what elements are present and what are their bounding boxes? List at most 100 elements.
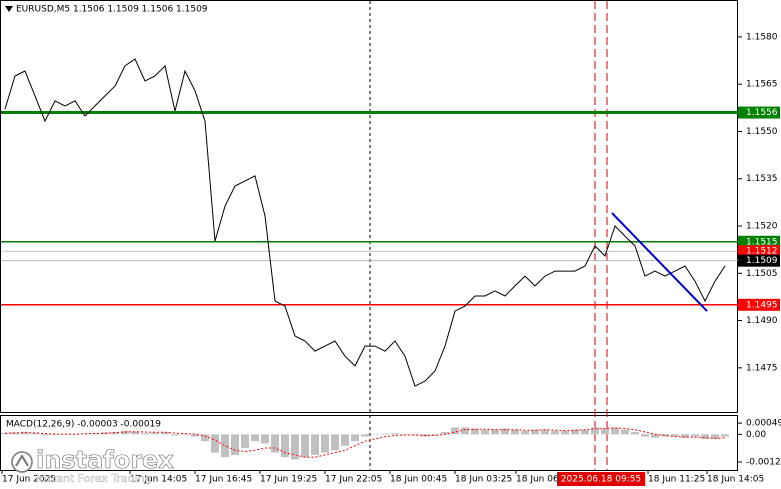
x-tick-label: 17 Jun 22:05 <box>325 475 382 485</box>
level-label-box <box>738 235 780 248</box>
macd-bar <box>551 430 559 435</box>
macd-bar <box>321 434 329 453</box>
y-tick-label: 1.1580 <box>746 32 778 42</box>
level-label-box <box>738 254 780 267</box>
macd-bar <box>241 434 249 449</box>
macd-bar <box>51 434 59 435</box>
macd-bar <box>431 434 439 436</box>
macd-bar <box>481 429 489 435</box>
macd-panel <box>0 415 738 471</box>
logo-icon <box>15 454 29 467</box>
price-panel <box>0 0 738 413</box>
logo-name: instaforex <box>36 446 174 474</box>
macd-bar <box>651 434 659 438</box>
macd-tick-label: 0.00049 <box>746 419 781 429</box>
macd-bar <box>661 434 669 437</box>
macd-bar <box>391 433 399 435</box>
macd-bar <box>171 434 179 436</box>
macd-bar <box>581 429 589 435</box>
macd-bar <box>261 434 269 444</box>
symbol-arrow <box>5 6 13 12</box>
level-label: 1.1509 <box>746 256 778 266</box>
macd-bar <box>31 433 39 435</box>
macd-bar <box>131 431 139 435</box>
macd-bar <box>541 429 549 435</box>
x-tick-label: 18 Jun 03:25 <box>455 475 512 485</box>
macd-bar <box>291 434 299 460</box>
macd-bar <box>601 428 609 435</box>
macd-bar <box>711 434 719 439</box>
cursor-label-box <box>557 472 645 486</box>
macd-bar <box>411 434 419 436</box>
macd-bar <box>311 434 319 455</box>
macd-bar <box>361 434 369 437</box>
x-tick-label: 18 Jun 00:45 <box>390 475 447 485</box>
macd-bar <box>151 432 159 435</box>
price-line <box>4 58 726 387</box>
macd-bar <box>531 429 539 435</box>
macd-bar <box>271 434 279 453</box>
x-tick-label: 17 Jun 16:45 <box>195 475 252 485</box>
macd-bar <box>641 434 649 437</box>
macd-bar <box>571 429 579 435</box>
macd-tick-label: 0.00 <box>746 430 766 440</box>
macd-bar <box>611 427 619 435</box>
macd-bar <box>471 428 479 435</box>
y-tick-label: 1.1505 <box>746 269 778 279</box>
macd-bar <box>631 432 639 435</box>
macd-bar <box>111 432 119 435</box>
x-tick-label: 18 Jun 11:25 <box>648 475 705 485</box>
y-tick-label: 1.1550 <box>746 127 778 137</box>
macd-bar <box>721 434 729 437</box>
macd-bar <box>1 433 9 435</box>
logo: instaforex Instant Forex Trading <box>11 446 175 485</box>
macd-bar <box>41 434 49 436</box>
y-tick-label: 1.1520 <box>746 222 778 232</box>
macd-bar <box>491 429 499 435</box>
macd-bar <box>301 434 309 458</box>
macd-bar <box>521 430 529 435</box>
macd-title: MACD(12,26,9) -0.00003 -0.00019 <box>6 420 161 430</box>
macd-signal <box>4 427 726 458</box>
plot-layer <box>1 58 738 387</box>
macd-bar <box>561 430 569 435</box>
macd-bar <box>501 428 509 435</box>
x-tick-label: 18 Jun 14:05 <box>707 475 764 485</box>
macd-bar <box>121 430 129 435</box>
macd-bar <box>691 434 699 437</box>
y-tick-label: 1.1565 <box>746 80 778 90</box>
level-label: 1.1556 <box>746 108 778 118</box>
level-label: 1.1512 <box>746 247 778 257</box>
macd-bar <box>351 434 359 442</box>
macd-bar <box>621 429 629 435</box>
macd-bar <box>451 427 459 435</box>
x-tick-label: 18 Jun 06:05 <box>516 475 573 485</box>
macd-bar <box>281 434 289 458</box>
x-tick-label: 17 Jun 2025 <box>2 475 56 485</box>
y-tick-label: 1.1490 <box>746 316 778 326</box>
macd-bar <box>221 434 229 458</box>
macd-bar <box>381 433 389 435</box>
macd-bar <box>211 434 219 453</box>
level-label-box <box>738 298 780 311</box>
macd-bar <box>681 434 689 438</box>
macd-bar <box>231 434 239 455</box>
level-label: 1.1495 <box>746 300 778 310</box>
level-label: 1.1515 <box>746 237 778 247</box>
x-tick-label: 17 Jun 14:05 <box>130 475 187 485</box>
chart-title: EURUSD,M5 1.1506 1.1509 1.1506 1.1509 <box>16 5 208 15</box>
logo-icon <box>11 451 33 473</box>
macd-bar <box>441 432 449 435</box>
logo-tagline: Instant Forex Trading <box>36 472 152 485</box>
macd-bar <box>511 429 519 435</box>
level-label-box <box>738 106 780 119</box>
macd-bar <box>331 434 339 451</box>
macd-bar <box>671 434 679 437</box>
macd-bar <box>701 434 709 439</box>
macd-bar <box>371 434 379 435</box>
macd-bar <box>251 434 259 442</box>
macd-bar <box>191 434 199 437</box>
